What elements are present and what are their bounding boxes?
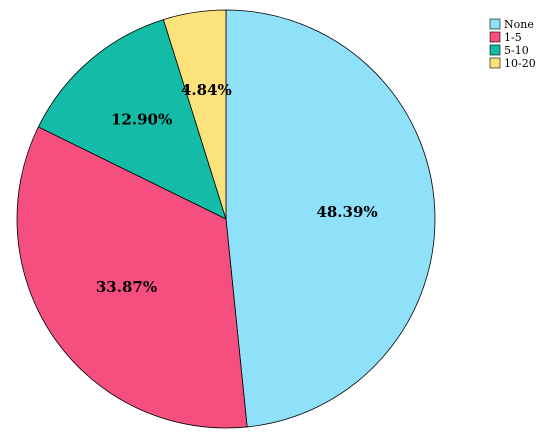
pie-slice-none (225, 9, 436, 428)
legend-label: 5-10 (504, 44, 529, 57)
legend-swatch (489, 31, 501, 43)
pie-slice-1-5 (16, 126, 248, 429)
slice-value-label: 4.84% (181, 81, 232, 99)
slice-value-label: 48.39% (316, 203, 377, 221)
pie-value-labels: 48.39% 33.87% 12.90% 4.84% (96, 81, 378, 296)
slice-value-label: 33.87% (96, 278, 157, 296)
legend-swatch (489, 18, 501, 30)
pie-slice-10-20 (162, 9, 227, 220)
legend-label: None (504, 18, 534, 31)
legend-swatch (489, 57, 501, 69)
slice-value-label: 12.90% (111, 111, 172, 129)
pie-slices (16, 9, 436, 429)
legend-label: 1-5 (504, 31, 522, 44)
pie-slice-5-10 (37, 19, 227, 220)
legend-swatch (489, 44, 501, 56)
legend-label: 10-20 (504, 57, 536, 70)
